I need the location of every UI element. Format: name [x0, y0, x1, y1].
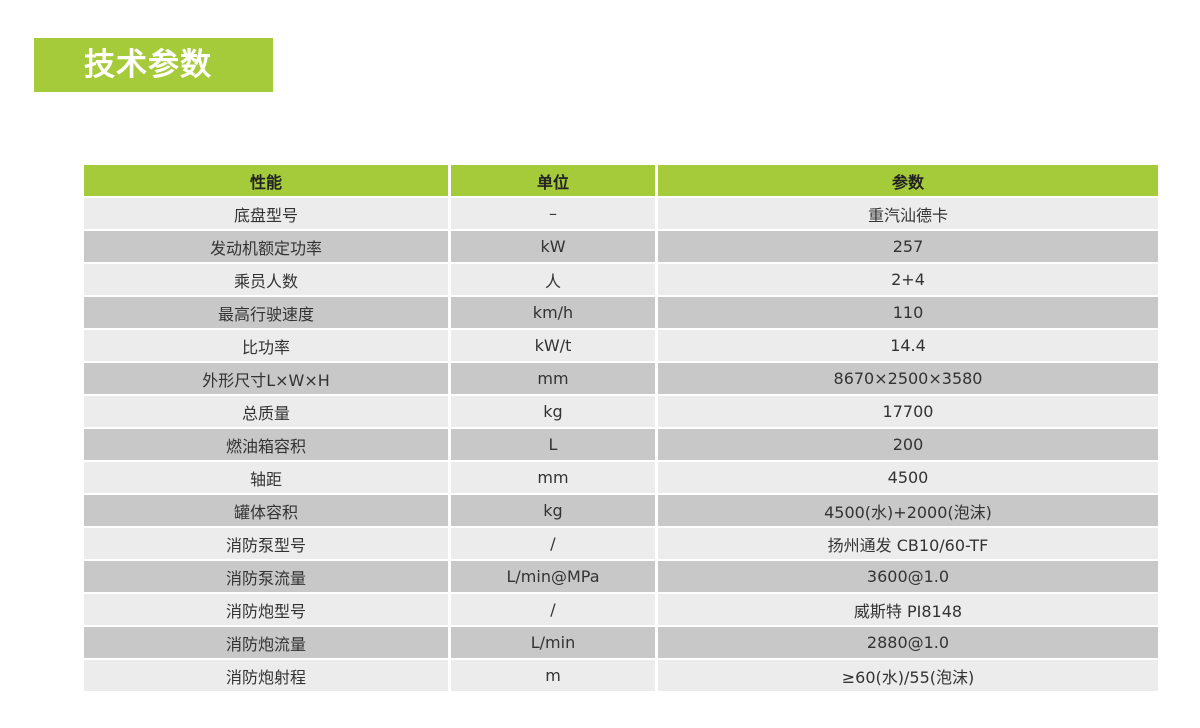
cell-parameter: ≥60(水)/55(泡沫)	[658, 660, 1158, 691]
cell-performance: 罐体容积	[84, 495, 448, 526]
cell-parameter: 2880@1.0	[658, 627, 1158, 658]
cell-performance: 消防泵型号	[84, 528, 448, 559]
table-row: 总质量 kg 17700	[84, 396, 1158, 427]
cell-performance: 乘员人数	[84, 264, 448, 295]
cell-parameter: 110	[658, 297, 1158, 328]
cell-unit: L	[451, 429, 655, 460]
header-performance: 性能	[84, 165, 448, 196]
table-row: 乘员人数人 2+4	[84, 264, 1158, 295]
cell-unit: kg	[451, 495, 655, 526]
cell-unit: /	[451, 594, 655, 625]
cell-unit: –	[451, 198, 655, 229]
cell-unit: km/h	[451, 297, 655, 328]
cell-performance: 最高行驶速度	[84, 297, 448, 328]
cell-performance: 轴距	[84, 462, 448, 493]
cell-unit: /	[451, 528, 655, 559]
table-row: 消防炮型号 / 威斯特 PI8148	[84, 594, 1158, 625]
cell-parameter: 2+4	[658, 264, 1158, 295]
cell-unit: m	[451, 660, 655, 691]
table-row: 外形尺寸L×W×H mm 8670×2500×3580	[84, 363, 1158, 394]
table-row: 燃油箱容积 L 200	[84, 429, 1158, 460]
cell-parameter: 重汽汕德卡	[658, 198, 1158, 229]
cell-performance: 底盘型号	[84, 198, 448, 229]
cell-parameter: 威斯特 PI8148	[658, 594, 1158, 625]
cell-performance: 消防炮射程	[84, 660, 448, 691]
cell-parameter: 4500	[658, 462, 1158, 493]
table-row: 底盘型号 – 重汽汕德卡	[84, 198, 1158, 229]
cell-unit: mm	[451, 462, 655, 493]
cell-parameter: 扬州通发 CB10/60-TF	[658, 528, 1158, 559]
table-row: 消防泵型号 / 扬州通发 CB10/60-TF	[84, 528, 1158, 559]
cell-performance: 发动机额定功率	[84, 231, 448, 262]
cell-parameter: 8670×2500×3580	[658, 363, 1158, 394]
cell-performance: 总质量	[84, 396, 448, 427]
header-parameter: 参数	[658, 165, 1158, 196]
table-row: 消防泵流量 L/min@MPa 3600@1.0	[84, 561, 1158, 592]
cell-performance: 比功率	[84, 330, 448, 361]
cell-unit: L/min	[451, 627, 655, 658]
cell-unit: kW/t	[451, 330, 655, 361]
cell-parameter: 257	[658, 231, 1158, 262]
cell-unit: kW	[451, 231, 655, 262]
table-row: 发动机额定功率 kW 257	[84, 231, 1158, 262]
cell-unit: kg	[451, 396, 655, 427]
cell-performance: 外形尺寸L×W×H	[84, 363, 448, 394]
cell-performance: 消防泵流量	[84, 561, 448, 592]
cell-unit: L/min@MPa	[451, 561, 655, 592]
cell-parameter: 3600@1.0	[658, 561, 1158, 592]
table-row: 消防炮射程 m ≥60(水)/55(泡沫)	[84, 660, 1158, 691]
table-row: 消防炮流量 L/min 2880@1.0	[84, 627, 1158, 658]
cell-unit: mm	[451, 363, 655, 394]
cell-performance: 消防炮型号	[84, 594, 448, 625]
table-row: 最高行驶速度 km/h 110	[84, 297, 1158, 328]
table-row: 比功率 kW/t 14.4	[84, 330, 1158, 361]
cell-parameter: 4500(水)+2000(泡沫)	[658, 495, 1158, 526]
spec-table: 性能 单位 参数 底盘型号 – 重汽汕德卡 发动机额定功率 kW 257 乘员人数人 2+4 最…	[81, 163, 1161, 693]
table-row: 罐体容积 kg 4500(水)+2000(泡沫)	[84, 495, 1158, 526]
cell-unit: 人	[451, 264, 655, 295]
table-header-row: 性能 单位 参数	[84, 165, 1158, 196]
table-row: 轴距 mm 4500	[84, 462, 1158, 493]
header-unit: 单位	[451, 165, 655, 196]
cell-performance: 燃油箱容积	[84, 429, 448, 460]
section-title: 技术参数	[34, 38, 273, 92]
cell-parameter: 17700	[658, 396, 1158, 427]
cell-parameter: 14.4	[658, 330, 1158, 361]
cell-parameter: 200	[658, 429, 1158, 460]
cell-performance: 消防炮流量	[84, 627, 448, 658]
